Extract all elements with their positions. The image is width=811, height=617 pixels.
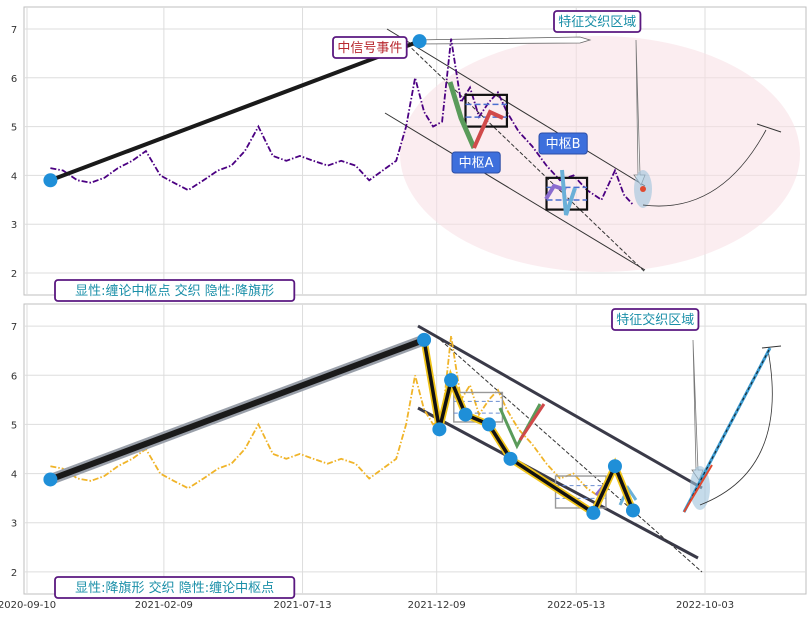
top-series — [50, 38, 634, 206]
bottom-grid — [24, 304, 806, 594]
bottom-zone-label-frame — [611, 308, 700, 331]
channel-upper-line — [417, 324, 703, 490]
segment-cyan — [560, 169, 577, 216]
bottom-series — [50, 335, 634, 504]
channel-lower-line — [417, 406, 699, 560]
event-label-frame — [332, 36, 408, 59]
projection-bar — [756, 123, 782, 133]
y-tick-label: 5 — [11, 123, 17, 134]
channel-lower-line — [384, 112, 646, 271]
x-tick-label: 2021-02-09 — [135, 600, 193, 611]
bottom-zone-label: 特征交织区域 — [616, 312, 694, 328]
zigzag-point — [417, 332, 432, 347]
y-tick-label: 4 — [11, 470, 17, 481]
zone-label-frame — [553, 10, 642, 33]
segment-green — [498, 403, 542, 450]
x-tick-label: 2022-10-03 — [676, 600, 734, 611]
channel-mid-line — [435, 335, 703, 573]
channel-mid-line — [402, 39, 646, 273]
price-series-line — [50, 335, 634, 504]
zigzag-point — [432, 422, 447, 437]
event-label: 中信号事件 — [337, 41, 402, 56]
projection-line-dash — [683, 347, 771, 513]
pivot-point — [43, 173, 58, 188]
x-tick-label: 2022-05-13 — [547, 600, 605, 611]
pivot-point — [43, 472, 58, 487]
bottom-result-label: 显性:降旗形 交织 隐性:缠论中枢点 — [75, 580, 274, 596]
bottom-panel: 2 3 4 5 6 7 — [11, 303, 807, 595]
bottom-overlay — [417, 324, 782, 573]
trendline — [49, 337, 426, 483]
trendline — [49, 39, 421, 183]
y-tick-label: 3 — [11, 519, 17, 530]
price-series-line — [50, 38, 634, 206]
zigzag-point — [458, 407, 473, 422]
zigzag-point — [503, 451, 518, 466]
x-tick-label: 2021-12-09 — [408, 600, 466, 611]
projection-arc — [699, 349, 773, 506]
segment-red — [518, 403, 546, 441]
projection-red — [683, 464, 713, 513]
bottom-marks — [43, 332, 640, 520]
segment-cyan — [618, 484, 638, 506]
bottom-yticks: 2 3 4 5 6 7 — [11, 322, 17, 579]
zigzag-point — [444, 373, 459, 388]
pivot-b-label: 中枢B — [546, 137, 581, 152]
y-tick-label: 2 — [11, 568, 17, 579]
segment-red — [472, 109, 504, 149]
x-tick-label: 2020-09-10 — [0, 600, 56, 611]
y-tick-label: 6 — [11, 74, 17, 85]
pivot-point — [412, 34, 427, 49]
zigzag-point — [607, 459, 622, 474]
pivot-box — [464, 93, 509, 128]
bottom-result-label-frame — [54, 576, 296, 599]
top-result-label: 显性:缠论中枢点 交织 隐性:降旗形 — [75, 283, 274, 299]
y-tick-label: 5 — [11, 420, 17, 431]
x-tick-label: 2021-07-13 — [273, 600, 331, 611]
x-axis-ticks: 2020-09-10 2021-02-09 2021-07-13 2021-12-09… — [0, 600, 734, 611]
zone-dot — [640, 186, 646, 192]
pivot-b-label-frame — [538, 132, 588, 155]
channel-upper-line — [386, 28, 646, 187]
projection-arc — [642, 129, 767, 207]
y-tick-label: 7 — [11, 322, 17, 333]
y-tick-label: 6 — [11, 371, 17, 382]
y-tick-label: 7 — [11, 25, 17, 36]
zigzag-point — [481, 417, 496, 432]
zone-label: 特征交织区域 — [558, 14, 636, 30]
pivot-a-label-frame — [451, 151, 501, 174]
top-result-label-frame — [54, 279, 296, 302]
y-tick-label: 2 — [11, 269, 17, 280]
zigzag-point — [625, 503, 640, 518]
projection-cap — [761, 345, 782, 349]
top-panel: 2 3 4 5 6 7 — [11, 6, 807, 296]
top-marks — [43, 34, 646, 216]
y-tick-label: 3 — [11, 220, 17, 231]
top-yticks: 2 3 4 5 6 7 — [11, 25, 17, 280]
segment-green — [447, 81, 477, 149]
y-tick-label: 4 — [11, 171, 17, 182]
zigzag-point — [586, 505, 601, 520]
pivot-a-label: 中枢A — [459, 156, 494, 171]
